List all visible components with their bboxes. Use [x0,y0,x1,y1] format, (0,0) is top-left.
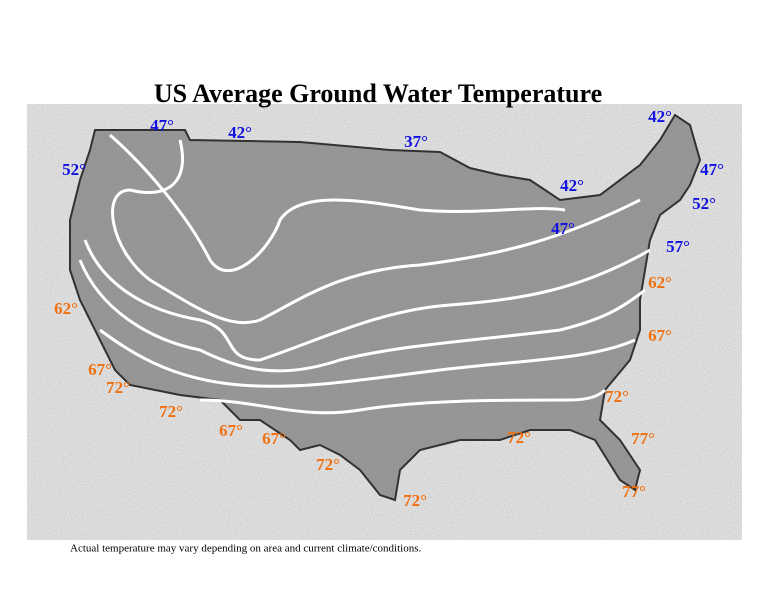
temperature-label: 42° [648,107,672,126]
temperature-label: 47° [150,116,174,135]
isotherm [78,259,646,373]
temperature-label: 72° [403,491,427,510]
temperature-label: 52° [692,194,716,213]
label-layer: 47° 42° 37° 42° 52° 47° 42° 52° 47° 57° 62° 62° 67° 6… [54,107,724,510]
temperature-label: 42° [560,176,584,195]
temperature-label: 57° [666,237,690,256]
temperature-label: 47° [700,160,724,179]
temperature-label: 67° [219,421,243,440]
texture-overlay [27,104,742,540]
temperature-label: 52° [62,160,86,179]
map-title: US Average Ground Water Temperature [154,79,602,108]
temperature-label: 67° [648,326,672,345]
isotherms [78,133,651,415]
temperature-label: 42° [228,123,252,142]
isotherm [109,133,566,273]
isotherm [83,239,651,362]
temperature-label: 62° [54,299,78,318]
isotherm [111,139,641,325]
temperature-label: 47° [551,219,575,238]
isotherm [199,388,607,415]
temperature-label: 37° [404,132,428,151]
footnote: Actual temperature may vary depending on… [70,543,421,555]
temperature-label: 62° [648,273,672,292]
temperature-label: 72° [316,455,340,474]
temperature-label: 67° [88,360,112,379]
isotherm [99,328,636,388]
temperature-label: 77° [622,482,646,501]
temperature-label: 72° [159,402,183,421]
temperature-label: 67° [262,429,286,448]
temperature-label: 72° [106,378,130,397]
temperature-label: 77° [631,429,655,448]
temperature-label: 72° [507,428,531,447]
temperature-label: 72° [605,387,629,406]
